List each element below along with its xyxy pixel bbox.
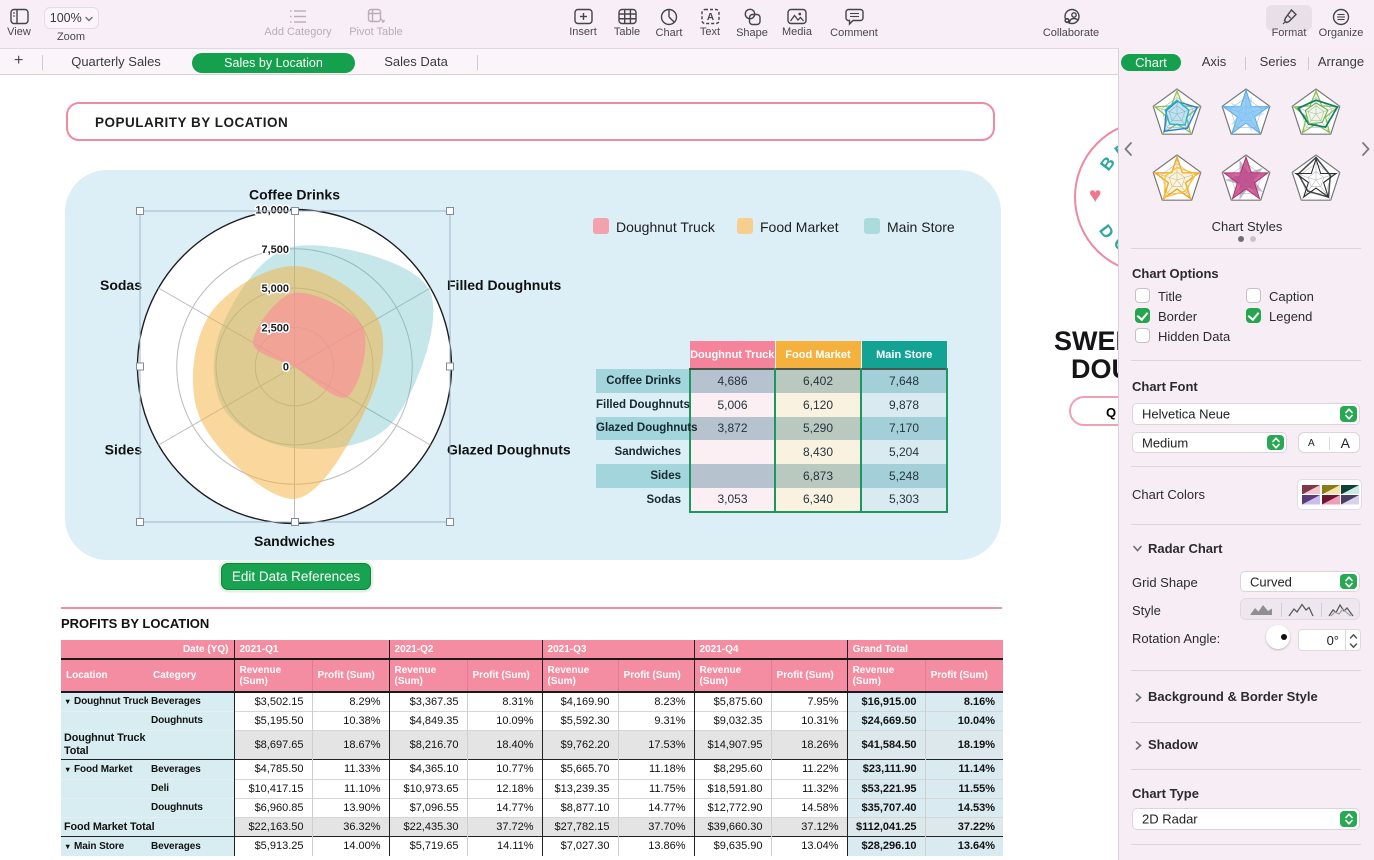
svg-text:Sandwiches: Sandwiches xyxy=(254,533,335,549)
svg-text:2,500: 2,500 xyxy=(261,322,289,334)
svg-text:5,000: 5,000 xyxy=(261,283,289,295)
svg-text:Sides: Sides xyxy=(105,442,143,458)
svg-text:Filled Doughnuts: Filled Doughnuts xyxy=(447,277,562,293)
svg-text:7,500: 7,500 xyxy=(261,244,289,256)
svg-text:A: A xyxy=(706,12,713,23)
svg-text:Sodas: Sodas xyxy=(100,277,142,293)
svg-text:Coffee Drinks: Coffee Drinks xyxy=(249,187,340,203)
svg-text:0: 0 xyxy=(283,362,289,374)
svg-text:Glazed Doughnuts: Glazed Doughnuts xyxy=(447,442,571,458)
